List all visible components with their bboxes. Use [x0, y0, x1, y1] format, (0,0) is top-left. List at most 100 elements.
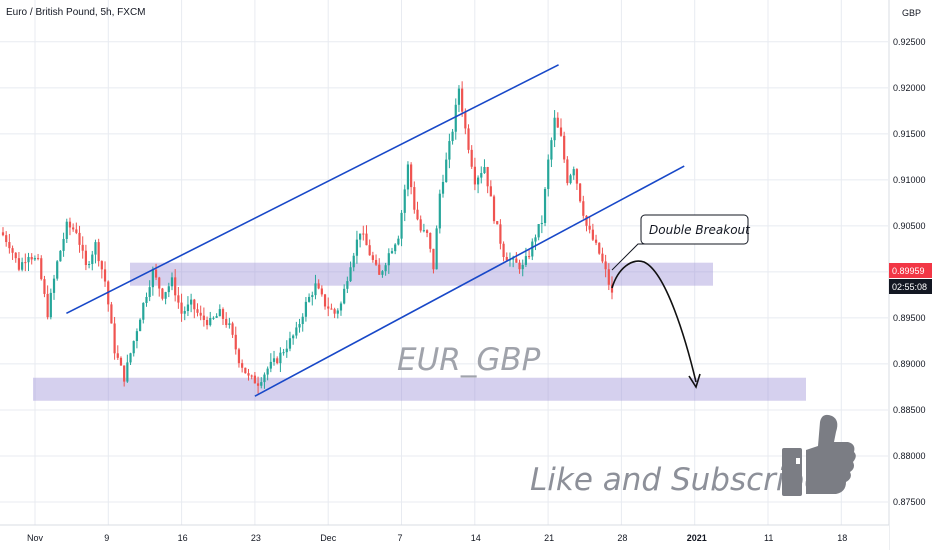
- candle-body: [228, 323, 231, 325]
- channel-lines: [66, 64, 685, 397]
- candle-body: [46, 293, 49, 318]
- zone-rect: [33, 377, 806, 401]
- candle-body: [390, 251, 394, 254]
- x-tick-label: 28: [617, 533, 627, 543]
- candle-body: [24, 262, 27, 264]
- candle-body: [158, 277, 161, 289]
- candle-body: [416, 209, 419, 220]
- candle-body: [524, 256, 528, 265]
- candle-body: [43, 279, 46, 294]
- candle-body: [314, 283, 317, 296]
- chart-title: Euro / British Pound, 5h, FXCM: [6, 7, 146, 18]
- y-tick-label: 0.89000: [893, 359, 926, 369]
- candle-body: [52, 278, 56, 293]
- candle-body: [174, 277, 177, 296]
- candle-body: [464, 111, 467, 129]
- candle-body: [190, 299, 193, 305]
- x-tick-label: 14: [471, 533, 481, 543]
- candle-body: [610, 284, 614, 293]
- candle-body: [142, 302, 145, 320]
- candle-body: [36, 258, 40, 260]
- candle-body: [359, 233, 362, 240]
- candle-body: [394, 244, 397, 252]
- y-tick-label: 0.91500: [893, 129, 926, 139]
- candle-body: [161, 288, 164, 299]
- y-tick-label: 0.90500: [893, 221, 926, 231]
- candle-body: [594, 239, 598, 243]
- channel-upper-line: [66, 64, 559, 315]
- candle-body: [276, 358, 279, 364]
- candle-body: [237, 349, 241, 364]
- candle-body: [247, 373, 250, 376]
- candle-body: [59, 250, 62, 262]
- candle-body: [209, 318, 212, 326]
- candle-body: [527, 256, 531, 258]
- candle-body: [410, 164, 413, 188]
- channel-lower-line: [254, 165, 685, 397]
- support-resistance-zones: [33, 262, 806, 401]
- candle-body: [492, 196, 496, 222]
- candle-body: [97, 242, 100, 262]
- candle-body: [119, 357, 123, 366]
- candle-body: [521, 264, 524, 270]
- y-tick-label: 0.87500: [893, 497, 926, 507]
- candle-body: [282, 352, 285, 354]
- candle-body: [365, 233, 368, 246]
- candle-body: [429, 232, 432, 249]
- candle-body: [403, 189, 406, 213]
- candle-body: [87, 264, 91, 266]
- candle-body: [432, 248, 435, 270]
- candle-body: [212, 317, 215, 319]
- x-tick-label: 16: [178, 533, 188, 543]
- candle-body: [311, 295, 314, 297]
- price-tag-countdown: 02:55:08: [892, 282, 927, 292]
- candle-body: [505, 256, 508, 261]
- callout-label: Double Breakout: [649, 223, 751, 237]
- candle-body: [339, 303, 343, 311]
- candle-body: [374, 259, 378, 265]
- candle-body: [135, 331, 139, 342]
- candle-body: [330, 308, 333, 310]
- candle-body: [75, 229, 78, 233]
- candle-body: [448, 141, 451, 160]
- candle-body: [435, 228, 438, 270]
- candle-body: [298, 324, 301, 328]
- candle-body: [151, 269, 154, 288]
- candle-body: [33, 258, 36, 260]
- candle-body: [1, 232, 5, 236]
- candle-body: [260, 382, 263, 386]
- x-tick-label: Dec: [320, 533, 337, 543]
- candle-body: [94, 242, 97, 255]
- x-tick-label: 18: [837, 533, 847, 543]
- x-tick-label: 2021: [687, 533, 707, 543]
- candle-body: [253, 375, 256, 384]
- candle-body: [154, 269, 158, 278]
- price-axis: GBP 0.92500 0.92000 0.91500 0.91000 0.90500 0…: [888, 0, 932, 550]
- candle-body: [78, 232, 81, 245]
- candle-body: [384, 265, 387, 272]
- candle-body: [489, 186, 492, 197]
- candle-body: [11, 248, 14, 253]
- candle-body: [307, 296, 311, 302]
- candle-body: [575, 169, 579, 184]
- candle-body: [381, 271, 384, 275]
- candle-body: [327, 306, 330, 309]
- candle-body: [355, 239, 359, 256]
- candle-body: [123, 365, 126, 382]
- candle-body: [579, 183, 582, 202]
- candle-body: [132, 341, 135, 354]
- candle-body: [225, 318, 228, 325]
- thumbs-up-icon: [782, 414, 856, 496]
- candle-body: [534, 237, 537, 242]
- candle-body: [269, 361, 272, 369]
- candle-body: [572, 169, 575, 176]
- callout-box: Double Breakout: [611, 214, 751, 271]
- candle-body: [323, 294, 327, 307]
- candle-body: [40, 258, 43, 280]
- candle-body: [483, 167, 486, 174]
- candle-body: [531, 241, 534, 257]
- y-tick-label: 0.92000: [893, 83, 926, 93]
- candle-body: [441, 182, 445, 194]
- candle-body: [292, 335, 295, 339]
